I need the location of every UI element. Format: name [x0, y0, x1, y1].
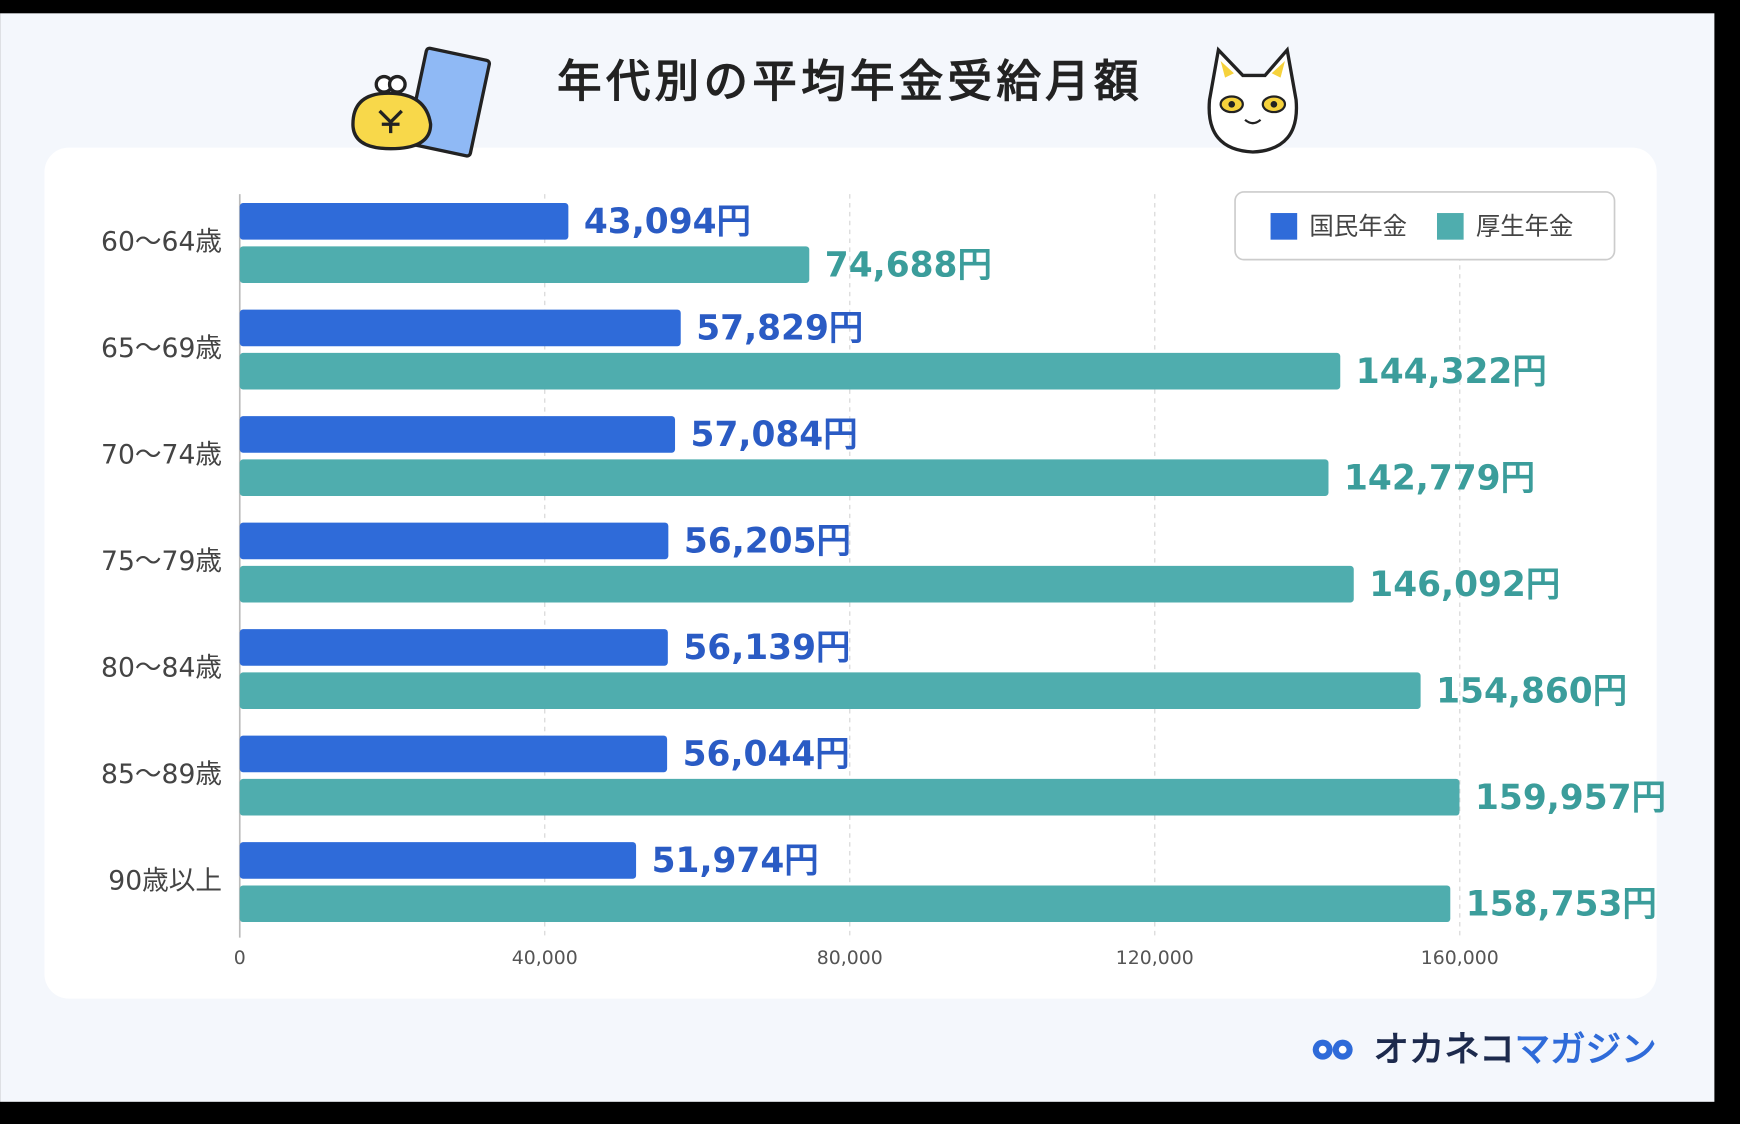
- x-tick-label: 80,000: [817, 947, 883, 969]
- value-label: 56,044円: [683, 735, 850, 775]
- brand-icon: [1312, 1039, 1353, 1060]
- category-label: 60〜64歳: [101, 226, 222, 257]
- category-label: 85〜89歳: [101, 759, 222, 790]
- plot: 0 40,000 80,000 120,000 160,000 60〜64歳 43,094円…: [101, 191, 1666, 969]
- bar: [239, 565, 1354, 603]
- value-label: 144,322円: [1356, 352, 1547, 392]
- value-label: 57,829円: [696, 309, 863, 349]
- bar: [239, 735, 668, 773]
- bar: [239, 352, 1341, 390]
- legend-swatch: [1270, 213, 1298, 240]
- bar: [239, 778, 1460, 816]
- value-label: 74,688円: [825, 245, 992, 285]
- legend: 国民年金 厚生年金: [1234, 191, 1616, 261]
- legend-label: 厚生年金: [1476, 211, 1574, 240]
- bar: [239, 629, 668, 666]
- value-label: 158,753円: [1466, 884, 1657, 924]
- bar: [239, 309, 681, 347]
- brand-logo: オカネコマガジン: [1373, 1029, 1656, 1070]
- bar: [239, 459, 1329, 496]
- category-label: 80〜84歳: [101, 653, 222, 684]
- bar: [239, 885, 1451, 923]
- legend-box: [1234, 191, 1616, 261]
- value-label: 159,957円: [1475, 778, 1666, 818]
- bar: [239, 416, 676, 453]
- category-label: 90歳以上: [108, 866, 222, 897]
- value-label: 57,084円: [691, 415, 858, 455]
- bar: [239, 522, 669, 560]
- brand-main: オカネコ: [1373, 1029, 1514, 1070]
- brand-sub: マガジン: [1515, 1029, 1657, 1070]
- bar: [239, 672, 1421, 710]
- category-label: 70〜74歳: [101, 440, 222, 471]
- value-label: 56,205円: [684, 522, 851, 562]
- x-tick-label: 160,000: [1421, 947, 1499, 969]
- value-label: 146,092円: [1369, 565, 1560, 605]
- legend-swatch: [1436, 213, 1464, 240]
- category-label: 75〜79歳: [101, 546, 222, 577]
- category-label: 65〜69歳: [101, 333, 222, 364]
- value-label: 51,974円: [652, 841, 819, 881]
- bar: [239, 203, 569, 240]
- cat-illustration: [1207, 46, 1299, 154]
- value-label: 43,094円: [584, 202, 751, 242]
- x-tick-label: 40,000: [512, 947, 578, 969]
- chart-title: 年代別の平均年金受給月額: [557, 56, 1143, 107]
- x-tick-label: 120,000: [1116, 947, 1194, 969]
- legend-label: 国民年金: [1309, 211, 1407, 240]
- purse-illustration: [351, 46, 492, 158]
- bar: [239, 246, 810, 283]
- bar: [239, 842, 637, 879]
- value-label: 154,860円: [1436, 671, 1627, 711]
- x-tick-label: 0: [234, 947, 246, 969]
- value-label: 142,779円: [1344, 458, 1535, 498]
- value-label: 56,139円: [683, 628, 850, 668]
